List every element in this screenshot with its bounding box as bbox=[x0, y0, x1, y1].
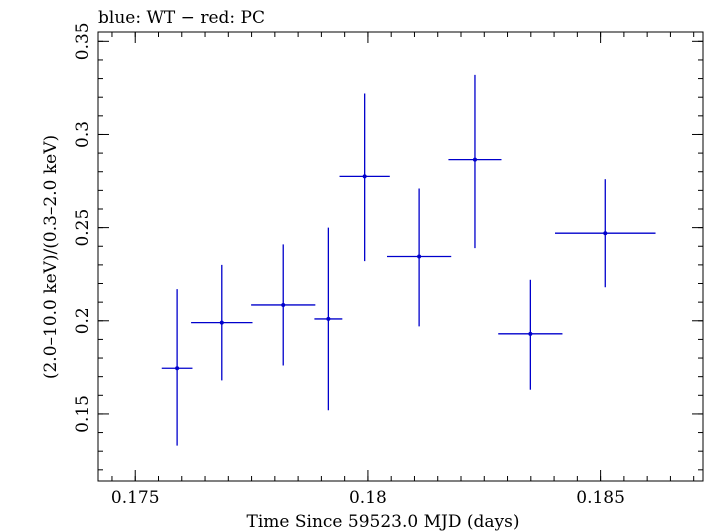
plot-frame bbox=[97, 31, 704, 482]
y-tick-label: 0.15 bbox=[73, 395, 93, 433]
data-point bbox=[528, 331, 533, 336]
y-tick-label: 0.35 bbox=[73, 22, 93, 60]
y-tick-label: 0.25 bbox=[73, 209, 93, 247]
data-point bbox=[175, 366, 180, 371]
x-tick-label: 0.175 bbox=[111, 488, 160, 508]
y-tick-label: 0.2 bbox=[73, 307, 93, 334]
chart-title: blue: WT − red: PC bbox=[98, 8, 265, 28]
data-point bbox=[417, 254, 422, 259]
y-axis-title: (2.0–10.0 keV)/(0.3–2.0 keV) bbox=[41, 135, 61, 379]
axis-ticks: 0.175 0.18 0.185 0.15 0.2 0.25 0.3 0.35 bbox=[73, 22, 703, 508]
y-tick-label: 0.3 bbox=[73, 121, 93, 148]
x-tick-label: 0.185 bbox=[576, 488, 625, 508]
data-point bbox=[472, 157, 477, 162]
data-point bbox=[281, 302, 286, 307]
x-tick-label: 0.18 bbox=[349, 488, 387, 508]
data-point bbox=[603, 231, 608, 236]
data-point bbox=[326, 316, 331, 321]
data-point bbox=[219, 320, 224, 325]
x-axis-title: Time Since 59523.0 MJD (days) bbox=[247, 512, 520, 532]
data-points bbox=[161, 74, 656, 446]
data-point bbox=[362, 174, 367, 179]
